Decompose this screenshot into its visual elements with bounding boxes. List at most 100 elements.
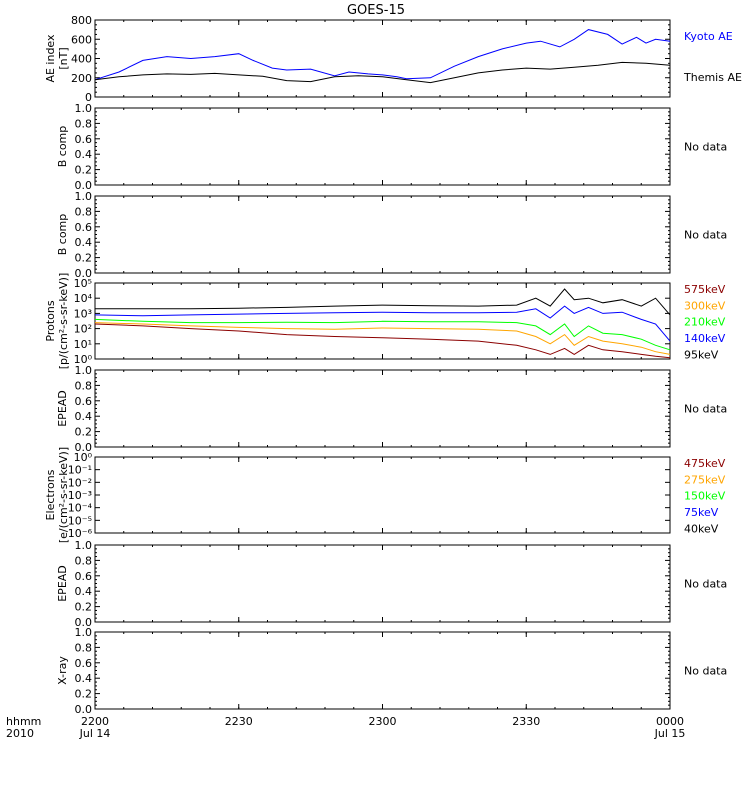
y-axis-label: AE index	[44, 34, 57, 83]
y-tick-label: 0.6	[75, 657, 93, 670]
y-tick-label: 10²	[74, 323, 92, 336]
y-axis-label: EPEAD	[56, 565, 69, 602]
y-tick-label: 1.0	[75, 102, 93, 115]
panel-frame	[94, 195, 671, 274]
legend-label: 95keV	[684, 348, 719, 361]
panel-frame	[94, 544, 671, 623]
y-tick-label: 10¹	[74, 338, 92, 351]
y-axis-label: [nT]	[57, 47, 70, 69]
y-tick-label: 0.6	[75, 570, 93, 583]
legend-label: 475keV	[684, 457, 726, 470]
legend-label: 575keV	[684, 283, 726, 296]
x-tick-label: 2230	[225, 715, 253, 728]
legend-label: 150keV	[684, 490, 726, 503]
y-tick-label: 10⁻⁵	[68, 514, 92, 527]
no-data-label: No data	[684, 229, 727, 242]
panel-frame	[94, 631, 671, 710]
plot-title: GOES-15	[347, 3, 405, 18]
y-tick-label: 10⁻¹	[68, 464, 92, 477]
x-tick-label: Jul 15	[654, 727, 686, 740]
panel-stack: 0 200 400 600 800 AE index [nT] Kyoto AE Themis …	[44, 14, 742, 716]
y-tick-label: 0.2	[75, 164, 93, 177]
y-tick-label: 10⁰	[74, 353, 93, 366]
y-tick-label: 10⁻⁴	[68, 502, 93, 515]
y-tick-label: 0.0	[75, 267, 93, 280]
y-tick-label: 1.0	[75, 364, 93, 377]
y-tick-label: 0.8	[75, 117, 93, 130]
y-tick-label: 0.6	[75, 221, 93, 234]
legend-label: 300keV	[684, 299, 726, 312]
panel-bcomp1: 0.0 0.2 0.4 0.6 0.8 1.0 B comp No data	[56, 102, 727, 192]
y-tick-label: 1.0	[75, 626, 93, 639]
panel-frame	[94, 107, 671, 186]
no-data-label: No data	[684, 665, 727, 678]
y-axis-label: [e/(cm²-s-sr-keV)]	[57, 447, 70, 543]
y-tick-label: 10⁴	[74, 292, 93, 305]
series-line	[94, 29, 671, 81]
y-axis-label: [p/(cm²-s-sr-keV)]	[57, 273, 70, 370]
y-tick-label: 0.4	[75, 672, 93, 685]
y-axis-label: X-ray	[56, 656, 69, 685]
y-tick-label: 1.0	[75, 190, 93, 203]
y-tick-label: 10⁻⁶	[68, 527, 93, 540]
y-tick-label: 1.0	[75, 539, 93, 552]
legend-label: 75keV	[684, 506, 719, 519]
y-tick-label: 0.0	[75, 616, 93, 629]
y-tick-label: 800	[71, 14, 92, 27]
series-line	[94, 318, 671, 351]
y-tick-label: 0.8	[75, 205, 93, 218]
x-tick-label: Jul 14	[79, 727, 111, 740]
series-line	[94, 61, 671, 84]
y-tick-label: 10⁰	[74, 451, 93, 464]
y-tick-label: 10⁵	[74, 277, 92, 290]
y-tick-label: 10⁻²	[68, 476, 92, 489]
panel-frame	[94, 369, 671, 448]
series-line	[94, 305, 671, 342]
y-tick-label: 0.0	[75, 703, 93, 716]
y-tick-label: 10⁻³	[68, 489, 92, 502]
y-axis-label: B comp	[56, 214, 69, 256]
legend-label: Kyoto AE	[684, 30, 733, 43]
x-axis-prefix: 2010	[6, 727, 34, 740]
series-line	[94, 323, 671, 359]
y-tick-label: 0.2	[75, 688, 93, 701]
legend-label: 275keV	[684, 473, 726, 486]
y-tick-label: 0.8	[75, 641, 93, 654]
panel-epead2: 0.0 0.2 0.4 0.6 0.8 1.0 EPEAD No data	[56, 539, 727, 629]
y-tick-label: 0.2	[75, 252, 93, 265]
no-data-label: No data	[684, 578, 727, 591]
y-axis-label: Protons	[44, 300, 57, 341]
y-tick-label: 0.6	[75, 133, 93, 146]
panel-xray: 0.0 0.2 0.4 0.6 0.8 1.0 X-ray No data	[56, 626, 727, 716]
y-tick-label: 0.6	[75, 395, 93, 408]
panel-ae: 0 200 400 600 800 AE index [nT] Kyoto AE Themis …	[44, 14, 742, 104]
no-data-label: No data	[684, 141, 727, 154]
y-tick-label: 0.0	[75, 179, 93, 192]
no-data-label: No data	[684, 403, 727, 416]
y-tick-label: 0.4	[75, 410, 93, 423]
y-tick-label: 0.4	[75, 236, 93, 249]
y-tick-label: 0.2	[75, 601, 93, 614]
panel-protons: 10⁰ 10¹ 10² 10³ 10⁴ 10⁵ Protons [p/(cm²-s-sr-ke…	[44, 273, 726, 370]
y-tick-label: 0.8	[75, 554, 93, 567]
y-axis-label: EPEAD	[56, 390, 69, 427]
y-tick-label: 10³	[74, 307, 92, 320]
legend-label: 140keV	[684, 332, 726, 345]
y-axis-label: Electrons	[44, 469, 57, 520]
panel-epead1: 0.0 0.2 0.4 0.6 0.8 1.0 EPEAD No data	[56, 364, 727, 454]
legend-label: 210keV	[684, 316, 726, 329]
y-tick-label: 600	[71, 33, 92, 46]
series-line	[95, 288, 671, 316]
y-tick-label: 0.8	[75, 379, 93, 392]
y-tick-label: 0.2	[75, 426, 93, 439]
y-tick-label: 400	[71, 53, 92, 66]
y-tick-label: 0.4	[75, 585, 93, 598]
y-tick-label: 0.0	[75, 441, 93, 454]
panel-frame	[94, 19, 671, 98]
panel-frame	[94, 456, 671, 534]
legend-label: Themis AE	[683, 71, 742, 84]
legend-label: 40keV	[684, 522, 719, 535]
y-tick-label: 200	[71, 72, 92, 85]
